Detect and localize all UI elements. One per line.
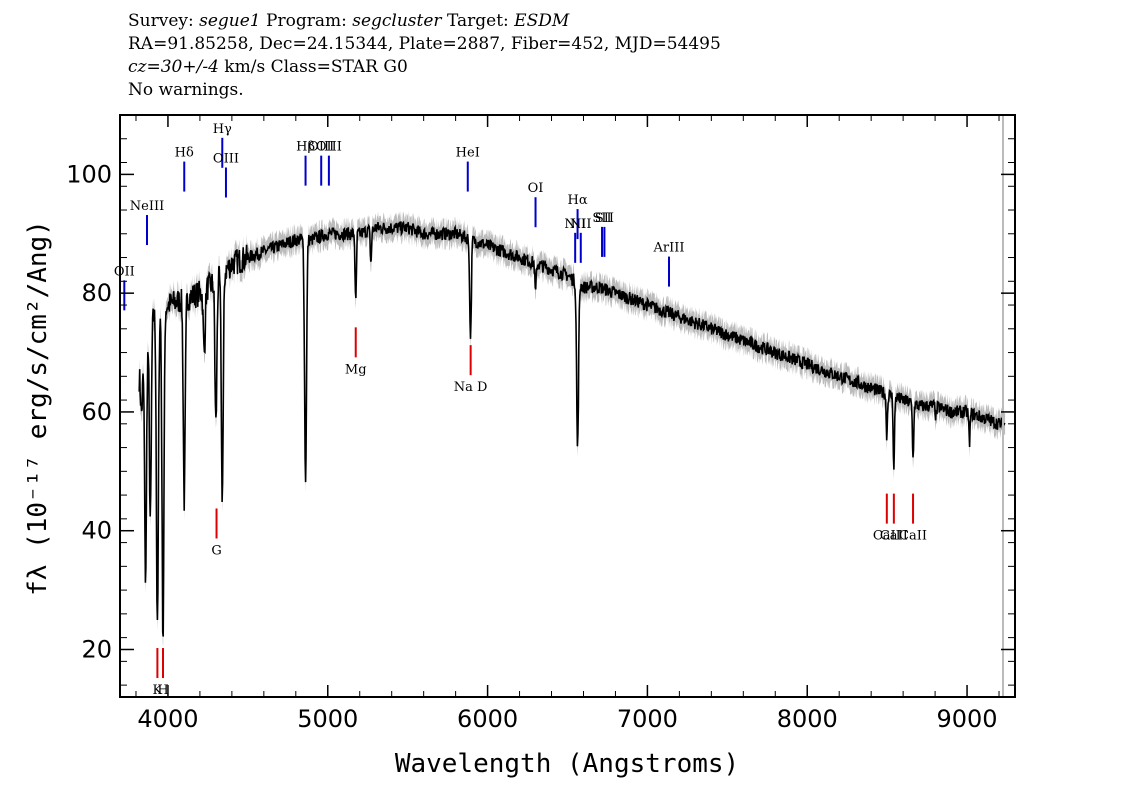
y-tick-label: 20 bbox=[81, 635, 112, 663]
emission-line-label: ArIII bbox=[652, 241, 684, 256]
plot-frame bbox=[119, 114, 1016, 698]
absorption-line-label: G bbox=[211, 543, 221, 558]
y-tick-label: 100 bbox=[66, 160, 112, 188]
emission-line-label: Hδ bbox=[175, 146, 194, 161]
survey-value: segue1 bbox=[199, 11, 261, 31]
absorption-line-label: Na D bbox=[454, 380, 488, 395]
program-label: Program: bbox=[260, 11, 353, 31]
x-tick-label: 4000 bbox=[137, 705, 198, 733]
emission-line-label: SII bbox=[595, 211, 614, 226]
header-line-warnings: No warnings. bbox=[128, 80, 244, 100]
program-value: segcluster bbox=[352, 11, 442, 31]
y-tick-label: 60 bbox=[81, 398, 112, 426]
cz-value: cz=30+/-4 bbox=[128, 57, 219, 77]
emission-line-label: NII bbox=[564, 217, 586, 232]
header-line-survey: Survey: segue1 Program: segcluster Targe… bbox=[128, 10, 721, 33]
emission-line-label: SII bbox=[592, 211, 611, 226]
absorption-line-label: Mg bbox=[345, 362, 367, 377]
emission-line-label: OI bbox=[528, 181, 544, 196]
emission-line-label: NII bbox=[570, 217, 592, 232]
y-tick-label: 40 bbox=[81, 517, 112, 545]
x-tick-label: 9000 bbox=[937, 705, 998, 733]
header-line-coordinates: RA=91.85258, Dec=24.15344, Plate=2887, F… bbox=[128, 34, 721, 54]
absorption-line-label: CaII bbox=[873, 529, 901, 544]
x-axis-title: Wavelength (Angstroms) bbox=[395, 749, 739, 779]
absorption-line-label: CaII bbox=[899, 529, 927, 544]
y-axis-title: fλ (10⁻¹⁷ erg/s/cm²/Ang) bbox=[23, 220, 53, 596]
flux-line bbox=[138, 220, 1006, 637]
emission-line-label: OIII bbox=[316, 140, 342, 155]
x-tick-label: 5000 bbox=[297, 705, 358, 733]
absorption-line-label: H bbox=[157, 683, 168, 698]
absorption-line-label: K bbox=[153, 683, 163, 698]
emission-line-label: Hγ bbox=[213, 122, 232, 137]
emission-line-label: OIII bbox=[213, 152, 239, 167]
emission-line-label: OII bbox=[114, 264, 135, 279]
emission-line-label: Hα bbox=[568, 193, 588, 208]
x-tick-label: 6000 bbox=[457, 705, 518, 733]
class-text: km/s Class=STAR G0 bbox=[218, 57, 408, 77]
x-tick-label: 8000 bbox=[777, 705, 838, 733]
target-value: ESDM bbox=[514, 11, 570, 31]
header-line-redshift: cz=30+/-4 km/s Class=STAR G0 bbox=[128, 56, 721, 79]
x-tick-label: 7000 bbox=[617, 705, 678, 733]
emission-line-label: OIII bbox=[308, 140, 334, 155]
y-tick-label: 80 bbox=[81, 279, 112, 307]
emission-line-label: HeI bbox=[456, 146, 480, 161]
emission-line-label: Hβ bbox=[296, 140, 315, 155]
spectrum-header: Survey: segue1 Program: segcluster Targe… bbox=[128, 10, 721, 102]
emission-line-label: NeIII bbox=[130, 199, 164, 214]
survey-label: Survey: bbox=[128, 11, 200, 31]
absorption-line-label: CaII bbox=[880, 529, 908, 544]
target-label: Target: bbox=[441, 11, 515, 31]
